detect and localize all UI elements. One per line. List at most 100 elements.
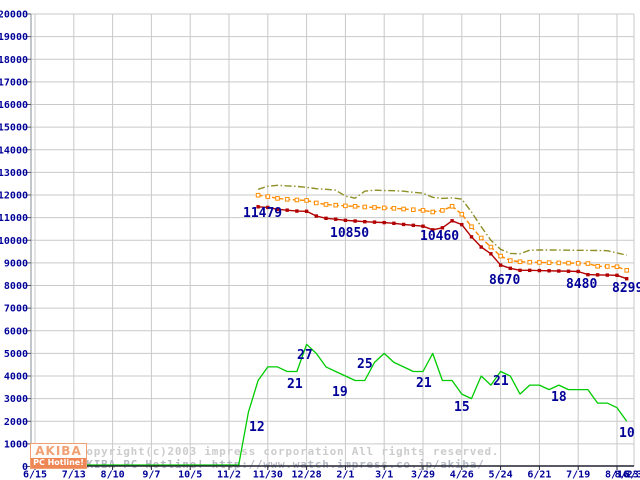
marker-square (586, 272, 590, 277)
point-label: 18 (551, 390, 567, 405)
marker-square (605, 273, 609, 277)
x-tick-label: 5/24 (489, 470, 513, 480)
marker-square (256, 205, 260, 209)
marker-square (595, 273, 600, 277)
marker-square (469, 235, 474, 239)
y-tick-label: 12000 (0, 191, 28, 202)
x-tick-label: 6/21 (527, 470, 551, 480)
x-tick-label: 11/30 (253, 470, 283, 480)
series-shop-count (31, 343, 628, 466)
marker-open-square (488, 244, 494, 250)
marker-open-square (314, 200, 319, 206)
marker-square (431, 228, 435, 232)
marker-square (537, 268, 542, 273)
marker-square (343, 218, 348, 223)
x-tick-label: 6/15 (23, 470, 47, 480)
marker-open-square (546, 260, 552, 265)
marker-square (615, 273, 619, 278)
marker-square (421, 224, 425, 228)
point-label: 10850 (330, 226, 369, 241)
marker-open-square (411, 207, 416, 213)
y-tick-label: 13000 (0, 168, 28, 179)
marker-open-square (333, 202, 338, 208)
axes (27, 13, 634, 470)
marker-open-square (381, 205, 387, 211)
akiba-pc-hotline-logo: AKIBA PC Hotline! (30, 443, 87, 469)
marker-open-square (401, 206, 406, 212)
y-tick-label: 20000 (0, 10, 28, 21)
marker-open-square (391, 206, 397, 211)
point-label: 8299 (612, 281, 640, 296)
marker-square (295, 209, 299, 213)
marker-open-square (527, 259, 533, 265)
vertical-gridlines (34, 14, 635, 467)
marker-square (566, 269, 571, 273)
y-tick-label: 7000 (4, 304, 28, 315)
marker-open-square (575, 261, 581, 266)
marker-square (353, 219, 357, 223)
marker-square (508, 266, 512, 271)
x-axis-labels: 6/15 7/13 8/10 9/7 10/5 11/2 11/30 12/28 2/1 3/1 3… (23, 470, 640, 480)
x-tick-label: 12/28 (292, 470, 322, 480)
point-label: 15 (454, 400, 470, 415)
horizontal-gridlines (31, 13, 634, 445)
y-tick-label: 9000 (4, 258, 28, 269)
marker-open-square (420, 208, 426, 213)
x-tick-label: 7/13 (62, 470, 86, 480)
marker-square (363, 219, 367, 224)
marker-square (479, 245, 483, 249)
y-tick-label: 3000 (4, 394, 28, 405)
marker-square (324, 216, 328, 221)
x-tick-label: 8/16 (605, 470, 629, 480)
y-tick-label: 5000 (4, 349, 28, 360)
y-tick-label: 2000 (4, 417, 28, 428)
marker-square (275, 207, 280, 211)
y-tick-label: 4000 (4, 372, 28, 383)
marker-square (518, 268, 522, 273)
x-tick-label: 8/30 (624, 470, 640, 480)
marker-open-square (585, 261, 591, 266)
copyright-watermark: Copyright(c)2003 impress corporation All… (79, 445, 499, 458)
y-tick-label: 19000 (0, 32, 28, 43)
marker-open-square (304, 198, 309, 203)
marker-square (547, 269, 551, 273)
x-tick-label: 3/29 (411, 470, 435, 480)
y-tick-label: 16000 (0, 100, 28, 111)
marker-open-square (478, 235, 484, 241)
marker-open-square (440, 208, 445, 213)
marker-open-square (430, 209, 435, 215)
x-tick-label: 8/23 (615, 470, 639, 480)
x-tick-label: 10/5 (178, 470, 202, 480)
x-tick-label: 8/10 (101, 470, 125, 480)
x-tick-label: 2/1 (336, 470, 354, 480)
marker-square (304, 209, 309, 213)
point-label: 12 (249, 420, 265, 435)
marker-square (498, 263, 503, 267)
marker-square (334, 217, 338, 221)
y-axis-labels: 0 1000 2000 3000 4000 5000 6000 7000 8000 9000 100… (0, 10, 28, 474)
marker-square (314, 214, 318, 218)
marker-open-square (323, 202, 329, 207)
series-lowest-price (256, 205, 629, 281)
point-label: 25 (357, 357, 373, 372)
x-tick-label: 3/1 (375, 470, 393, 480)
point-label: 10 (619, 426, 635, 441)
marker-square (382, 220, 386, 225)
marker-square (285, 208, 289, 212)
marker-open-square (275, 196, 280, 201)
data-point-labels: 11479 10850 10460 8670 8480 8299 12 21 27 19 25 21 1… (243, 206, 640, 441)
logo-akiba-text: AKIBA (35, 444, 82, 458)
point-label: 8480 (566, 277, 597, 292)
marker-square (625, 277, 629, 281)
marker-open-square (372, 205, 377, 210)
point-label: 21 (287, 377, 303, 392)
x-tick-label: 4/26 (450, 470, 474, 480)
marker-open-square (343, 203, 348, 209)
marker-open-square (469, 224, 474, 229)
marker-square (372, 220, 377, 224)
point-label: 11479 (243, 206, 282, 221)
marker-open-square (624, 268, 630, 273)
marker-open-square (265, 194, 271, 199)
y-tick-label: 6000 (4, 326, 28, 337)
